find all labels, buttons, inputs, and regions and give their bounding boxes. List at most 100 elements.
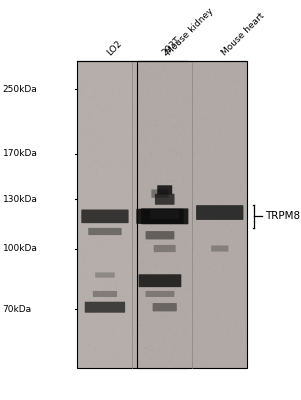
Point xyxy=(122,145,127,151)
Point xyxy=(123,161,128,168)
Point xyxy=(171,352,175,359)
Point xyxy=(168,283,173,289)
Text: 100kDa: 100kDa xyxy=(3,244,38,253)
Point xyxy=(114,220,119,226)
Point xyxy=(141,117,146,123)
Point xyxy=(154,272,159,279)
Point xyxy=(150,261,155,268)
Point xyxy=(241,191,246,198)
Point xyxy=(94,244,99,250)
Point xyxy=(222,202,226,209)
Point xyxy=(166,178,171,184)
Point xyxy=(203,287,208,294)
Point xyxy=(141,362,146,368)
Point xyxy=(192,60,197,66)
Point xyxy=(194,333,199,340)
Point xyxy=(102,321,107,327)
Point xyxy=(181,68,186,74)
Point xyxy=(152,96,157,102)
Point xyxy=(175,62,179,68)
Point xyxy=(202,95,206,102)
Point xyxy=(133,216,138,223)
Point xyxy=(159,202,164,208)
Point xyxy=(87,236,92,243)
Point xyxy=(175,215,180,222)
Point xyxy=(176,335,181,341)
Point xyxy=(129,307,133,313)
Point xyxy=(116,259,120,265)
Point xyxy=(181,280,186,287)
Point xyxy=(171,157,175,163)
Point xyxy=(191,151,196,157)
Point xyxy=(209,125,214,132)
Point xyxy=(235,189,240,195)
Point xyxy=(164,224,169,230)
Point xyxy=(95,286,100,292)
Point xyxy=(137,93,142,100)
Point xyxy=(214,84,219,91)
Point xyxy=(173,145,178,152)
Point xyxy=(155,109,160,115)
Point xyxy=(149,338,154,344)
Point xyxy=(198,302,203,309)
Point xyxy=(237,273,242,279)
Point xyxy=(184,285,188,292)
Point xyxy=(199,91,204,98)
Point xyxy=(141,172,146,178)
Point xyxy=(143,333,148,339)
Point xyxy=(191,144,196,150)
Point xyxy=(180,90,185,96)
Point xyxy=(188,277,192,284)
Point xyxy=(239,73,244,80)
Point xyxy=(210,332,215,338)
Point xyxy=(105,195,110,202)
Point xyxy=(136,360,141,367)
Point xyxy=(208,344,213,350)
Point xyxy=(92,218,97,225)
Point xyxy=(137,354,142,360)
Point xyxy=(134,230,139,236)
Point xyxy=(217,138,222,144)
Point xyxy=(170,336,175,342)
Point xyxy=(140,251,144,258)
Point xyxy=(167,339,172,346)
Point xyxy=(126,156,131,162)
Point xyxy=(153,121,157,127)
Point xyxy=(144,126,148,133)
Point xyxy=(230,238,235,244)
Point xyxy=(219,198,224,204)
Point xyxy=(159,111,164,118)
Point xyxy=(168,89,172,96)
Point xyxy=(132,240,136,247)
Point xyxy=(163,133,168,140)
Point xyxy=(157,202,162,208)
Point xyxy=(76,333,81,340)
Point xyxy=(197,343,202,349)
Point xyxy=(175,266,180,272)
Point xyxy=(111,120,116,126)
Point xyxy=(152,74,157,80)
Point xyxy=(197,101,202,108)
Point xyxy=(141,113,145,119)
Point xyxy=(201,230,206,236)
Point xyxy=(92,362,97,368)
Point xyxy=(107,157,111,164)
Point xyxy=(160,233,165,240)
Point xyxy=(152,159,157,165)
Point xyxy=(197,249,201,256)
Point xyxy=(236,174,241,180)
Point xyxy=(127,279,132,286)
Point xyxy=(161,260,166,266)
Point xyxy=(108,110,113,117)
Point xyxy=(174,207,179,214)
Point xyxy=(154,289,159,296)
Point xyxy=(192,176,197,182)
Point xyxy=(183,276,188,283)
Point xyxy=(90,96,95,102)
Point xyxy=(154,140,158,146)
Point xyxy=(143,286,148,292)
Point xyxy=(156,133,161,140)
Point xyxy=(162,316,167,322)
Point xyxy=(177,273,182,279)
Point xyxy=(230,58,235,64)
